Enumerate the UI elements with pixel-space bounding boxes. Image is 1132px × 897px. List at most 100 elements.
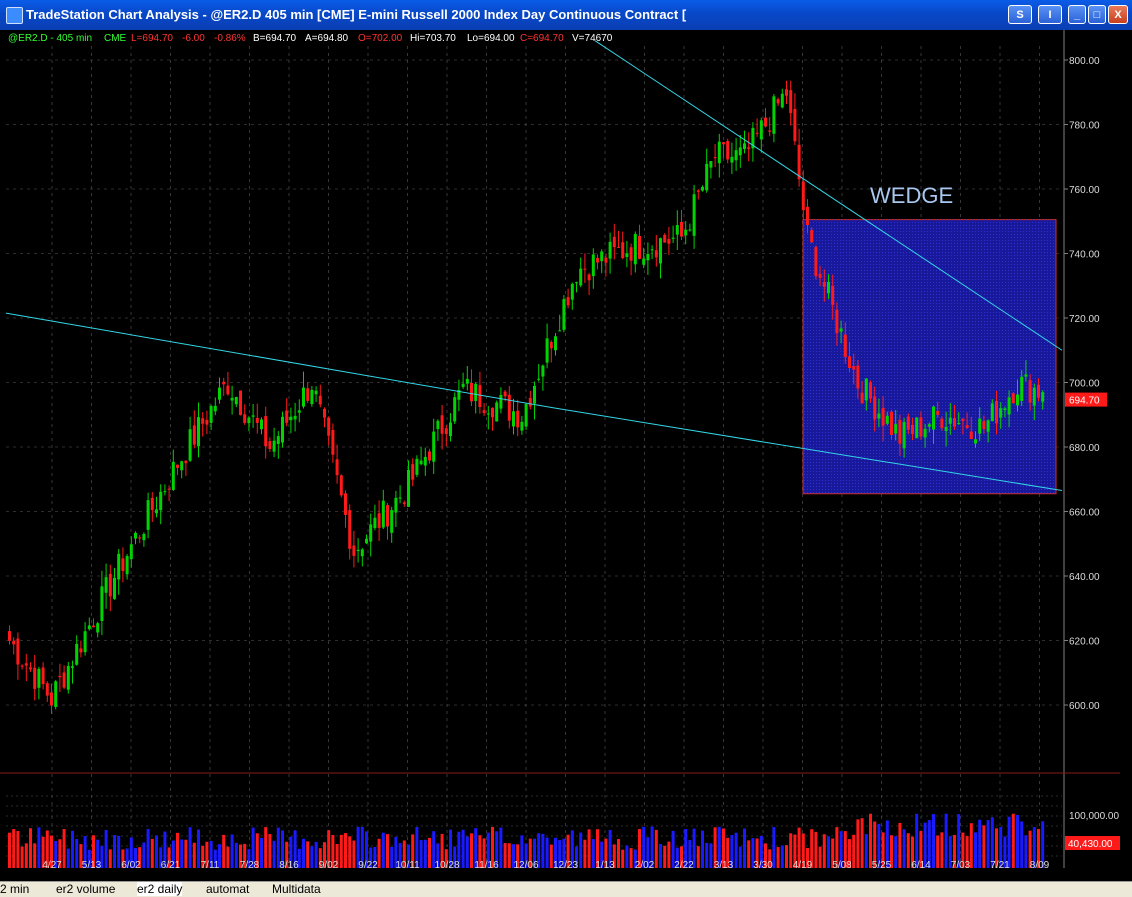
volume-bar <box>919 831 923 868</box>
volume-bar <box>852 834 856 868</box>
candle-body <box>499 394 503 409</box>
volume-bar <box>1024 835 1028 868</box>
volume-bar <box>738 846 742 868</box>
date-tick-label: 7/28 <box>240 860 260 871</box>
volume-bar <box>218 844 221 868</box>
volume-bar <box>474 828 478 868</box>
candle-body <box>520 421 524 431</box>
close-button[interactable]: X <box>1108 5 1128 24</box>
volume-bar <box>705 842 709 868</box>
candle-body <box>339 475 343 496</box>
status-open: O=702.00 <box>358 33 403 44</box>
tab-2-min[interactable]: 2 min <box>0 882 30 896</box>
candle-body <box>877 413 881 419</box>
candle-body <box>129 544 133 560</box>
volume-bar <box>713 827 717 868</box>
candle-body <box>965 425 969 428</box>
date-tick-label: 8/16 <box>279 860 299 871</box>
candle-body <box>62 672 66 688</box>
tab-multidata[interactable]: Multidata <box>272 882 321 896</box>
status-change: -6.00 <box>182 33 205 44</box>
candle-body <box>209 406 213 423</box>
candle-body <box>188 429 192 461</box>
candle-body <box>885 415 889 424</box>
status-last: L=694.70 <box>131 33 173 44</box>
trendline-wedge-upper[interactable] <box>594 40 1063 351</box>
candle-body <box>180 461 184 471</box>
candle-body <box>276 436 280 444</box>
volume-bar <box>785 845 788 868</box>
candle-body <box>352 545 356 556</box>
candle-body <box>507 394 511 421</box>
volume-bar <box>587 829 591 868</box>
trendline-wedge-lower[interactable] <box>555 407 1063 492</box>
candle-body <box>843 334 847 357</box>
date-tick-label: 10/11 <box>395 860 420 871</box>
price-chart[interactable]: 800.00 780.00 760.00 740.00 720.00 700.00 680.… <box>0 30 1132 881</box>
status-ask: A=694.80 <box>305 33 349 44</box>
candle-body <box>827 282 830 294</box>
candle-body <box>377 513 381 528</box>
volume-bar <box>318 848 322 868</box>
candle-body <box>625 253 629 258</box>
window-title: TradeStation Chart Analysis - @ER2.D 405… <box>26 7 687 22</box>
trendline-lower-extended[interactable] <box>5 312 557 409</box>
candle-body <box>234 397 238 405</box>
candle-body <box>50 692 53 706</box>
candle-body <box>579 268 583 286</box>
candle-body <box>222 381 226 385</box>
candle-body <box>1032 387 1036 406</box>
candle-body <box>915 417 919 438</box>
volume-bar <box>386 834 389 868</box>
volume-bar <box>860 818 864 868</box>
volume-bar <box>239 844 242 868</box>
minimize-button[interactable]: _ <box>1068 5 1086 24</box>
last-price-label: 694.70 <box>1069 396 1100 407</box>
volume-bar <box>663 845 667 868</box>
candle-body <box>675 225 679 235</box>
candle-body <box>986 420 990 432</box>
last-price-marker <box>1065 392 1107 407</box>
volume-bar <box>150 838 154 868</box>
tab-er2-daily[interactable]: er2 daily <box>137 882 183 896</box>
volume-bar <box>138 847 142 868</box>
candle-body <box>940 418 944 429</box>
date-tick-label: 6/14 <box>911 860 931 871</box>
indicator-link-button[interactable]: I <box>1038 5 1062 24</box>
candle-body <box>541 365 545 377</box>
volume-bar <box>877 823 881 868</box>
volume-bar <box>995 828 998 868</box>
tab-automat[interactable]: automat <box>206 882 250 896</box>
volume-bar <box>625 845 629 868</box>
volume-bar <box>701 830 704 868</box>
candle-body <box>818 273 822 278</box>
symbol-link-button[interactable]: S <box>1008 5 1032 24</box>
volume-bar <box>789 833 793 868</box>
candle-body <box>894 424 898 434</box>
candle-body <box>835 309 839 334</box>
maximize-button[interactable]: □ <box>1088 5 1106 24</box>
volume-bar <box>16 831 20 868</box>
volume-bar <box>155 835 158 868</box>
volume-bar <box>957 814 961 868</box>
volume-bar <box>902 829 906 868</box>
candle-body <box>730 156 734 163</box>
candle-body <box>41 667 45 685</box>
volume-bar <box>612 844 616 868</box>
volume-bar <box>768 849 772 868</box>
volume-bar <box>621 849 625 868</box>
price-tick-label: 620.00 <box>1069 637 1100 648</box>
candle-body <box>8 631 11 641</box>
date-tick-label: 5/13 <box>82 860 102 871</box>
candle-body <box>155 509 158 514</box>
volume-bar <box>33 843 37 868</box>
candle-body <box>516 410 520 428</box>
tab-er2-volume[interactable]: er2 volume <box>56 882 116 896</box>
candle-body <box>659 238 662 264</box>
candle-body <box>386 505 389 527</box>
volume-bar <box>365 831 368 868</box>
status-volume: V=74670 <box>572 33 613 44</box>
candle-body <box>591 254 595 277</box>
volume-bar <box>528 838 532 868</box>
volume-bar <box>54 840 58 868</box>
